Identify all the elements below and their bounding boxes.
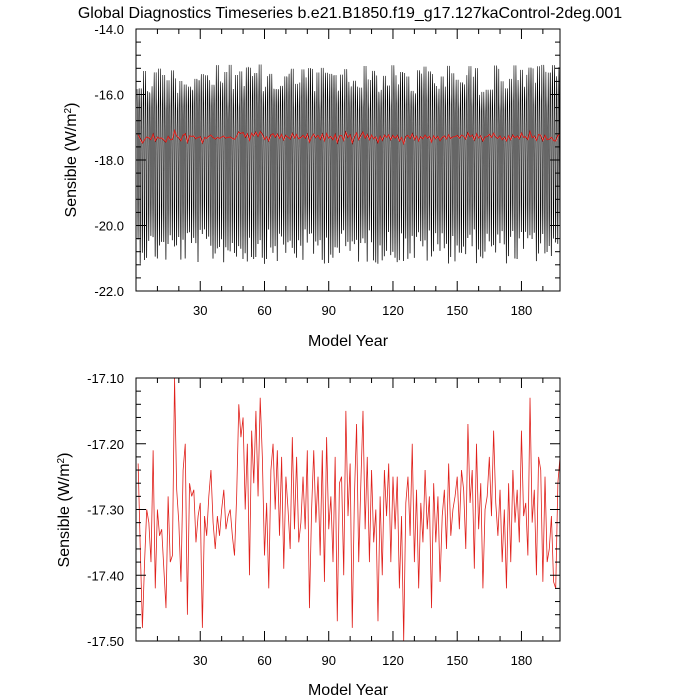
x-tick-label: 90 bbox=[321, 303, 335, 318]
y-tick-label: -17.30 bbox=[87, 503, 124, 518]
top-y-axis-title: Sensible (W/m2) bbox=[63, 103, 81, 218]
top-series-group bbox=[136, 64, 560, 264]
x-tick-label: 60 bbox=[257, 303, 271, 318]
bottom-y-axis-title-sup: 2 bbox=[56, 457, 67, 463]
x-tick-label: 150 bbox=[446, 653, 468, 668]
bottom-y-axis-title-main: Sensible (W/m bbox=[56, 463, 73, 567]
top-plot-frame bbox=[135, 28, 561, 292]
x-tick-label: 30 bbox=[193, 653, 207, 668]
y-tick-label: -17.20 bbox=[87, 437, 124, 452]
bottom-series-group bbox=[137, 378, 560, 641]
bottom-axes: 30 60 90 120 150 180 -17.10 -17.20 -17.30 -17.40 -… bbox=[87, 371, 560, 668]
x-tick-label: 120 bbox=[382, 303, 404, 318]
bottom-plot-frame bbox=[135, 377, 561, 642]
y-tick-label: -18.0 bbox=[94, 153, 124, 168]
x-tick-label: 180 bbox=[511, 303, 533, 318]
y-tick-label: -20.0 bbox=[94, 219, 124, 234]
top-y-axis-title-main: Sensible (W/m bbox=[63, 113, 80, 217]
annual-mean-line-top bbox=[137, 128, 560, 146]
top-panel: 30 60 90 120 150 180 -14.0 -16.0 -18.0 -20.0 -22.0… bbox=[63, 22, 561, 350]
x-tick-label: 150 bbox=[446, 303, 468, 318]
x-tick-label: 30 bbox=[193, 303, 207, 318]
figure-title: Global Diagnostics Timeseries b.e21.B185… bbox=[78, 5, 622, 22]
y-tick-label: -17.50 bbox=[87, 634, 124, 649]
x-tick-label: 120 bbox=[382, 653, 404, 668]
bottom-y-axis-title: Sensible (W/m2) bbox=[56, 453, 74, 568]
x-tick-label: 180 bbox=[511, 653, 533, 668]
x-tick-label: 60 bbox=[257, 653, 271, 668]
annual-mean-line-bottom bbox=[137, 378, 560, 641]
bottom-x-axis-title: Model Year bbox=[308, 682, 389, 699]
y-tick-label: -22.0 bbox=[94, 284, 124, 299]
top-y-axis-title-sup: 2 bbox=[63, 107, 74, 113]
y-tick-label: -17.10 bbox=[87, 371, 124, 386]
y-tick-label: -16.0 bbox=[94, 88, 124, 103]
top-x-axis-title: Model Year bbox=[308, 333, 389, 350]
top-y-axis-title-end: ) bbox=[63, 103, 80, 108]
y-tick-label: -17.40 bbox=[87, 568, 124, 583]
x-tick-label: 90 bbox=[321, 653, 335, 668]
top-axes: 30 60 90 120 150 180 -14.0 -16.0 -18.0 -20.0 -22.0 bbox=[94, 22, 560, 318]
monthly-series-line bbox=[136, 64, 560, 264]
bottom-panel: 30 60 90 120 150 180 -17.10 -17.20 -17.30 -17.40 -… bbox=[56, 371, 561, 699]
bottom-y-axis-title-end: ) bbox=[56, 453, 73, 458]
y-tick-label: -14.0 bbox=[94, 22, 124, 37]
